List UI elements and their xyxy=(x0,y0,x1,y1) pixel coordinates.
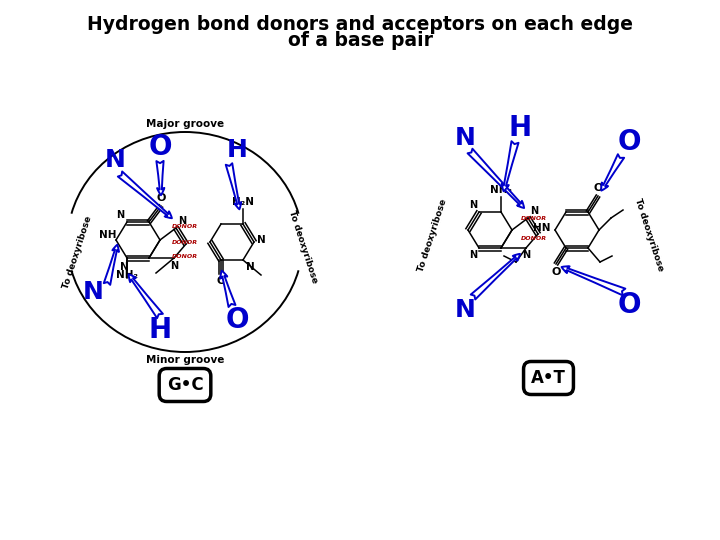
Text: To deoxyribose: To deoxyribose xyxy=(287,210,319,285)
Text: Hydrogen bond donors and acceptors on each edge: Hydrogen bond donors and acceptors on ea… xyxy=(87,15,633,33)
Text: O: O xyxy=(617,291,641,319)
Text: N: N xyxy=(469,200,477,210)
Text: H₂N: H₂N xyxy=(232,197,254,207)
Text: O: O xyxy=(593,183,603,193)
Text: O: O xyxy=(617,128,641,156)
Text: of a base pair: of a base pair xyxy=(287,31,433,51)
Text: N: N xyxy=(120,262,128,272)
Text: O: O xyxy=(216,276,225,286)
Text: O: O xyxy=(552,267,561,277)
Text: H: H xyxy=(227,138,248,162)
Text: A•T: A•T xyxy=(531,369,566,387)
Text: N: N xyxy=(170,261,178,271)
Text: N: N xyxy=(454,126,475,150)
Text: DONOR: DONOR xyxy=(172,254,198,260)
Text: N: N xyxy=(530,206,538,216)
Text: G•C: G•C xyxy=(167,376,203,394)
Text: N: N xyxy=(104,148,125,172)
Text: N: N xyxy=(178,216,186,226)
Text: N: N xyxy=(116,210,124,220)
Text: N: N xyxy=(522,250,530,260)
Text: N: N xyxy=(454,298,475,322)
Text: To deoxyribose: To deoxyribose xyxy=(633,198,665,273)
Text: Major groove: Major groove xyxy=(146,119,224,129)
Text: DONOR: DONOR xyxy=(521,215,546,220)
Text: N: N xyxy=(83,280,104,304)
Text: N: N xyxy=(257,235,266,245)
Text: HN: HN xyxy=(534,223,551,233)
Text: To deoxyribose: To deoxyribose xyxy=(416,198,448,273)
Text: O: O xyxy=(225,306,248,334)
Text: O: O xyxy=(156,193,166,203)
Text: H: H xyxy=(148,316,171,344)
Text: NH₂: NH₂ xyxy=(116,270,138,280)
Text: DONOR: DONOR xyxy=(172,225,198,230)
Text: O: O xyxy=(148,133,172,161)
Text: DONOR: DONOR xyxy=(521,235,546,240)
Text: NH₂: NH₂ xyxy=(490,185,512,195)
Text: To deoxyribose: To deoxyribose xyxy=(61,214,93,289)
Text: N: N xyxy=(469,250,477,260)
Text: DONOR: DONOR xyxy=(172,240,198,245)
Text: Minor groove: Minor groove xyxy=(146,355,224,365)
Text: H: H xyxy=(508,114,531,142)
Text: NH: NH xyxy=(99,230,116,240)
Text: N: N xyxy=(246,262,255,272)
